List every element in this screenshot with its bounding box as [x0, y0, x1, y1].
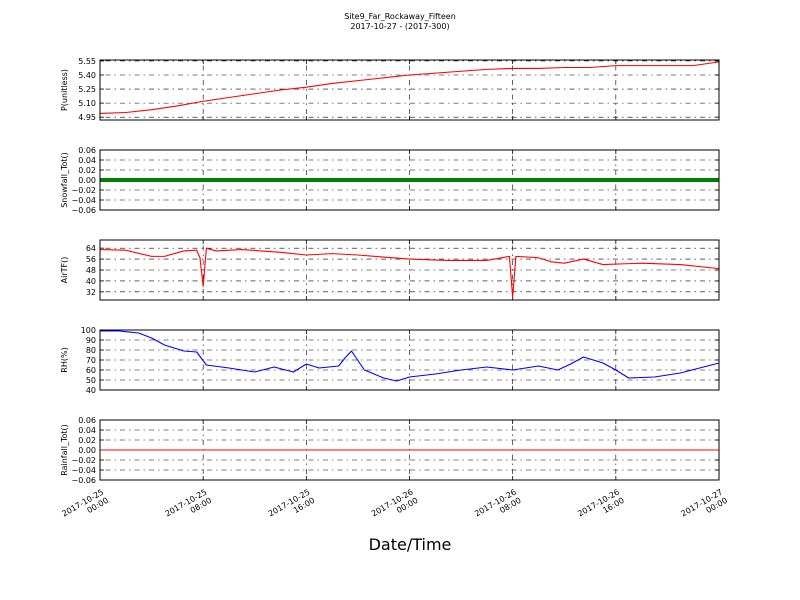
panel-frame: [99, 149, 720, 211]
y-tick-label: 80: [86, 346, 96, 355]
chart-title: Site9_Far_Rockaway_Fifteen: [344, 12, 456, 21]
panel-frame: [99, 419, 720, 481]
y-tick-label: 0.00: [78, 446, 96, 455]
x-tick-label: 2017-10-2600:00: [370, 487, 420, 526]
panel-2: 32 40 48 56 64 AirTF(): [60, 239, 720, 301]
panel-frame: [99, 329, 720, 391]
x-tick-label: 2017-10-2508:00: [164, 487, 214, 526]
y-tick-label: 40: [86, 386, 96, 395]
y-tick-label: 5.25: [78, 85, 96, 94]
y-tick-label: 4.95: [78, 113, 96, 122]
y-tick-label: −0.06: [71, 206, 96, 215]
panels: 4.955.105.255.405.55P(unitless)−0.06−0.0…: [60, 57, 720, 485]
y-tick-label: 0.04: [78, 156, 96, 165]
y-tick-label: −0.02: [71, 186, 96, 195]
y-tick-label: 5.10: [78, 99, 96, 108]
y-tick-label: 40: [86, 277, 96, 286]
x-tick-labels: 2017-10-2500:00 2017-10-2508:00 2017-10-25…: [60, 487, 729, 526]
y-axis-label: RH(%): [60, 347, 69, 372]
series-line: [99, 247, 720, 298]
grid-lines: [99, 60, 720, 120]
grid-lines: [99, 329, 720, 391]
series-line: [99, 61, 720, 114]
y-tick-label: 48: [86, 266, 96, 275]
y-tick-label: 60: [86, 366, 96, 375]
y-axis-label: P(unitless): [60, 69, 69, 111]
y-axis-label: Snowfall_Tot(): [60, 152, 69, 208]
y-tick-label: 0.00: [78, 176, 96, 185]
panel-frame: [99, 239, 720, 301]
x-axis-label: Date/Time: [369, 535, 452, 554]
x-tick-label: 2017-10-2516:00: [267, 487, 317, 526]
panel-1: −0.06−0.04−0.020.000.020.040.06 Snowfall_…: [60, 146, 720, 215]
panel-frame: [99, 59, 720, 121]
x-tick-label: 2017-10-2608:00: [473, 487, 523, 526]
y-tick-label: 90: [86, 336, 96, 345]
series-line: [100, 330, 720, 382]
grid-lines: [99, 240, 720, 300]
y-tick-label: 70: [86, 356, 96, 365]
y-tick-label: 0.06: [78, 146, 96, 155]
y-tick-label: −0.06: [71, 476, 96, 485]
x-tick-label: 2017-10-2616:00: [576, 487, 626, 526]
x-tick-label: 2017-10-2700:00: [679, 487, 729, 526]
y-tick-label: 64: [86, 244, 96, 253]
y-tick-label: 56: [86, 255, 96, 264]
y-axis-label: Rainfall_Tot(): [60, 424, 69, 476]
y-tick-label: 5.55: [78, 57, 96, 66]
panel-4: −0.06−0.04−0.020.000.020.040.06 Rainfall_…: [60, 416, 720, 485]
y-tick-label: 32: [86, 288, 96, 297]
y-tick-label: 0.02: [78, 166, 96, 175]
y-tick-label: 100: [81, 326, 96, 335]
x-tick-label: 2017-10-2500:00: [60, 487, 110, 526]
y-tick-label: −0.04: [71, 196, 96, 205]
y-tick-label: 0.04: [78, 426, 96, 435]
y-tick-label: 50: [86, 376, 96, 385]
y-tick-label: 0.06: [78, 416, 96, 425]
chart-subtitle: 2017-10-27 - (2017-300): [350, 22, 449, 31]
y-tick-label: 5.40: [78, 71, 96, 80]
y-tick-label: 0.02: [78, 436, 96, 445]
y-tick-label: −0.04: [71, 466, 96, 475]
y-tick-label: −0.02: [71, 456, 96, 465]
panel-0: 4.95 5.10 5.25 5.40 5.55 P(unitless): [60, 57, 720, 122]
y-axis-label: AirTF(): [60, 257, 69, 284]
